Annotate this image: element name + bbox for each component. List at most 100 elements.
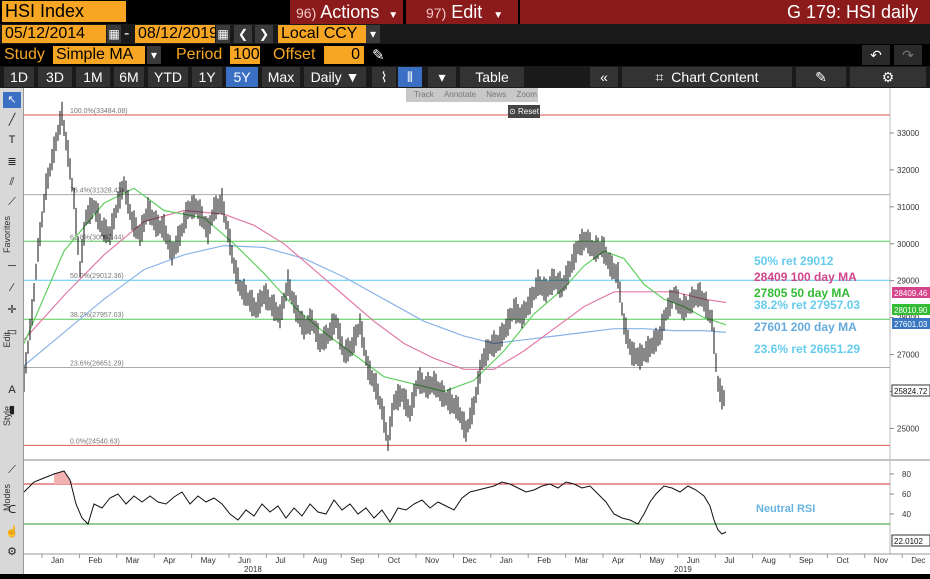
end-date-field[interactable]: 08/12/2019 (135, 25, 218, 43)
fib-level-label: 38.2%(27957.03) (70, 312, 124, 319)
brush-icon[interactable]: ∕ (11, 282, 13, 294)
period-field[interactable]: 100 (230, 46, 260, 64)
annotate-button[interactable]: Annotate (443, 90, 476, 99)
chevron-down-icon[interactable]: ▾ (366, 25, 380, 43)
tab-6m[interactable]: 6M (114, 67, 144, 87)
price-tag-box (892, 287, 930, 298)
chevron-down-icon: ▼ (388, 10, 399, 21)
chart-panel[interactable]: 3300032000310003000029000280002700026000… (23, 88, 930, 574)
track-button[interactable]: Track (414, 90, 434, 99)
x-tick-label: May (201, 556, 216, 565)
fib-level-label: 76.4%(31328.43) (70, 188, 124, 195)
ticker-input[interactable]: HSI Index (2, 1, 126, 22)
reset-button[interactable]: ⊙ Reset (508, 105, 540, 118)
edit-menu[interactable]: 97) Edit ▼ (406, 0, 518, 24)
next-arrow-icon[interactable]: ❯ (255, 25, 273, 43)
actions-menu[interactable]: 96) Actions ▼ (290, 0, 403, 24)
chart-annotation: 38.2% ret 27957.03 (754, 298, 860, 312)
x-tick-label: Oct (836, 556, 849, 565)
x-tick-label: Jan (51, 556, 64, 565)
offset-field[interactable]: 0 (324, 46, 364, 64)
collapse-icon[interactable]: « (590, 67, 618, 87)
x-tick-label: Oct (388, 556, 401, 565)
x-tick-label: Jun (238, 556, 251, 565)
drawing-toolbar: ↖ ╱ T ≣ ⫽ ⟋ Favorites ─ ∕ ✛ ▭ Edit A ▮ S… (0, 88, 24, 574)
tab-1y[interactable]: 1Y (192, 67, 222, 87)
text-icon[interactable]: T (8, 134, 16, 146)
line-tool-icon[interactable]: ─ (8, 260, 16, 272)
actions-menu-number: 96) (296, 5, 317, 21)
date-separator: - (124, 25, 130, 42)
rsi-tick-label: 60 (902, 490, 911, 499)
fib-level-label: 61.8%(30067.44) (70, 234, 124, 241)
currency-select[interactable]: Local CCY (278, 25, 366, 43)
top-bar: HSI Index 96) Actions ▼ 97) Edit ▼ G 179… (0, 0, 930, 24)
price-tag-box (891, 384, 930, 397)
tab-1d[interactable]: 1D (4, 67, 34, 87)
news-button[interactable]: News (486, 90, 507, 99)
reset-label: Reset (518, 107, 539, 116)
ma200-line (23, 244, 727, 367)
gear-icon[interactable]: ⚙ (850, 67, 926, 87)
price-tag-label: 27601.03 (894, 320, 928, 329)
x-tick-label: Jun (687, 556, 700, 565)
line-chart-icon[interactable]: ⌇ (372, 67, 396, 87)
x-tick-label: Apr (163, 556, 176, 565)
tab-max[interactable]: Max (262, 67, 300, 87)
x-tick-label: Mar (126, 556, 140, 565)
price-tag-label: 25824.72 (894, 387, 928, 396)
x-tick-label: Aug (762, 556, 776, 565)
chevron-down-icon[interactable]: ▾ (147, 46, 161, 64)
price-chart[interactable]: 3300032000310003000029000280002700026000… (23, 88, 930, 574)
ma50-line (23, 187, 727, 393)
tab-3d[interactable]: 3D (38, 67, 72, 87)
undo-icon[interactable]: ↶ (862, 45, 890, 65)
crosshair-icon[interactable]: ✛ (7, 304, 17, 316)
chevron-down-icon[interactable]: ▾ (428, 67, 456, 87)
chart-annotation: 23.6% ret 26651.29 (754, 342, 860, 356)
zoom-button[interactable]: Zoom (516, 90, 537, 99)
edit-chart-icon[interactable]: ✎ (796, 67, 846, 87)
chart-background (24, 88, 930, 574)
chart-content-button[interactable]: ⌗ Chart Content (622, 67, 792, 87)
modes-draw-icon[interactable]: ⟋ (8, 464, 16, 476)
tab-1m[interactable]: 1M (76, 67, 110, 87)
tab-5y[interactable]: 5Y (226, 67, 258, 87)
x-tick-label: Dec (462, 556, 476, 565)
eraser-icon[interactable]: ▭ (6, 326, 18, 338)
x-tick-label: Aug (313, 556, 327, 565)
pointer-icon[interactable]: ↖ (3, 92, 21, 108)
chart-mini-toolbar: Track Annotate News Zoom (406, 88, 538, 102)
x-tick-label: Jul (724, 556, 734, 565)
channel-icon[interactable]: ⫽ (9, 176, 15, 188)
tab-ytd[interactable]: YTD (148, 67, 188, 87)
bar-chart-icon[interactable]: ⫴ (398, 67, 422, 87)
fib-level-label: 50.0%(29012.36) (70, 273, 124, 280)
settings-icon[interactable]: ⚙ (7, 546, 17, 558)
calendar-icon[interactable]: ▦ (216, 25, 230, 43)
edit-menu-number: 97) (426, 5, 447, 21)
pencil-icon[interactable]: ✎ (372, 47, 385, 64)
magnet-icon[interactable]: ᑕ (7, 504, 17, 516)
fibonacci-icon[interactable]: ≣ (7, 156, 17, 168)
period-label: Period (176, 46, 223, 63)
previous-arrow-icon[interactable]: ❮ (234, 25, 252, 43)
edit-menu-label: Edit (451, 2, 483, 22)
cursor-mode-icon[interactable]: ☝ (5, 526, 19, 538)
font-icon[interactable]: A (8, 384, 16, 396)
ray-icon[interactable]: ⟋ (8, 196, 16, 208)
table-button[interactable]: Table (460, 67, 524, 87)
redo-icon[interactable]: ↷ (894, 45, 922, 65)
frequency-select[interactable]: Daily ▼ (304, 67, 366, 87)
calendar-icon[interactable]: ▦ (107, 25, 121, 43)
fill-icon[interactable]: ▮ (8, 404, 16, 416)
start-date-field[interactable]: 05/12/2014 (2, 25, 106, 43)
rsi-last-label: 22.0102 (894, 537, 923, 546)
x-tick-label: Jan (500, 556, 513, 565)
y-tick-label: 29000 (897, 277, 920, 286)
x-tick-label: Jul (275, 556, 285, 565)
trendline-icon[interactable]: ╱ (8, 114, 16, 126)
rsi-tick-label: 80 (902, 470, 911, 479)
chart-annotation: 27805 50 day MA (754, 286, 850, 300)
study-select[interactable]: Simple MA (53, 46, 145, 64)
